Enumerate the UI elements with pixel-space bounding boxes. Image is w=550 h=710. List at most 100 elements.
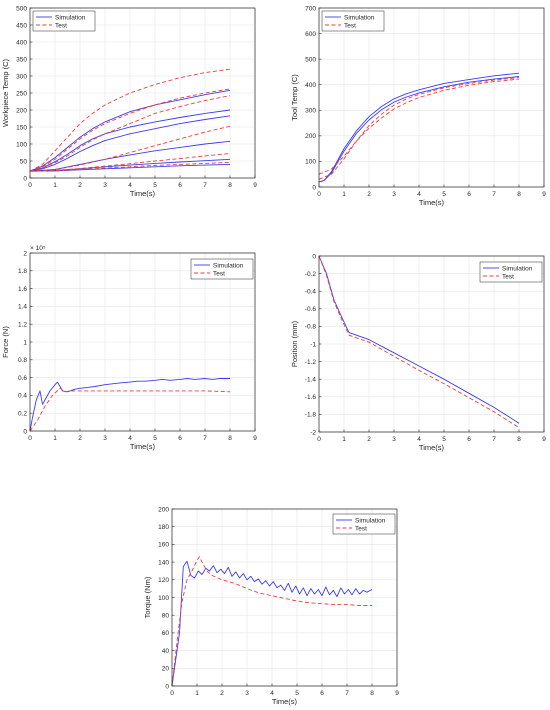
series-line-test-11 [29,153,231,172]
y-tick-label: 0.8 [18,357,27,364]
series-line-simulation-1 [171,560,373,687]
legend-box [479,261,543,283]
x-tick-label: 0 [317,191,321,198]
y-tick-label: 200 [305,133,316,140]
x-tick-label: 3 [392,191,396,198]
x-tick-label: 8 [517,436,521,443]
y-tick-label: 0.4 [18,393,27,400]
series-line-simulation-2 [29,109,231,172]
legend-box [321,10,385,32]
x-tick-label: 5 [153,182,157,189]
x-tick-label: 9 [542,191,546,198]
y-tick-label: 300 [16,73,27,80]
y-tick-label: 350 [16,56,27,63]
legend-label-simulation: Simulation [55,14,86,21]
y-tick-label: -1.8 [305,412,317,419]
x-tick-label: 5 [442,191,446,198]
y-tick-label: 100 [158,595,169,602]
x-tick-label: 4 [417,436,421,443]
y-tick-label: 0.6 [18,375,27,382]
x-tick-label: 0 [317,436,321,443]
y-tick-label: 0 [312,253,316,260]
y-tick-label: 20 [162,666,170,673]
chart-panel-4: 0 1 2 3 4 5 6 7 8 9 -2 -1.8 -1.6 -1.4 -1.2 -1 -0.8 -0.6 -0… [290,253,546,452]
y-tick-label: 100 [305,159,316,166]
series-line-test-7 [29,68,231,172]
y-axis-label: Torque (Nm) [143,576,152,618]
x-tick-label: 2 [367,191,371,198]
x-tick-label: 5 [153,435,157,442]
legend-label-simulation: Simulation [355,517,386,524]
x-tick-label: 4 [128,435,132,442]
y-tick-label: -2 [310,429,316,436]
y-tick-label: 200 [158,506,169,513]
y-tick-label: 1.6 [18,286,27,293]
y-tick-label: 250 [16,90,27,97]
y-tick-label: 700 [305,5,316,12]
y-tick-label: 300 [305,108,316,115]
x-tick-label: 5 [442,436,446,443]
legend-label-test: Test [502,273,514,280]
legend-label-test: Test [213,270,225,277]
x-tick-label: 2 [78,182,82,189]
x-tick-label: 0 [170,690,174,697]
legend-label-simulation: Simulation [213,262,244,269]
x-tick-label: 7 [345,690,349,697]
series-line-test-3 [318,78,520,175]
x-tick-label: 1 [342,436,346,443]
y-tick-label: 120 [158,577,169,584]
y-tick-label: 600 [305,31,316,38]
x-tick-label: 6 [178,182,182,189]
y-tick-label: 400 [305,82,316,89]
x-tick-label: 3 [245,690,249,697]
x-axis-label: Time(s) [272,697,298,706]
chart-panel-2: 0 1 2 3 4 5 6 7 8 9 0 100 200 300 400 500 600 700 Time(s) T… [290,5,546,207]
y-tick-label: -1.2 [305,359,317,366]
y-tick-label: -0.6 [305,306,317,313]
series-line-simulation-1 [318,255,520,424]
y-tick-label: 500 [16,5,27,12]
plot-area [319,8,544,187]
x-tick-label: 9 [253,182,257,189]
x-tick-label: 7 [203,182,207,189]
x-tick-label: 1 [53,182,57,189]
y-tick-label: 0 [23,175,27,182]
x-tick-label: 2 [220,690,224,697]
y-tick-label: -0.2 [305,271,317,278]
x-axis-label: Time(s) [419,198,445,207]
y-tick-label: 450 [16,22,27,29]
y-tick-label: 180 [158,524,169,531]
series-line-simulation-1 [29,89,231,172]
y-tick-label: 1.2 [18,322,27,329]
x-axis-label: Time(s) [130,442,156,451]
y-tick-label: 1.4 [18,304,27,311]
x-tick-label: 3 [103,435,107,442]
x-axis-label: Time(s) [419,443,445,452]
x-tick-label: 6 [178,435,182,442]
y-tick-label: 2 [23,250,27,257]
y-tick-label: 0 [23,428,27,435]
x-tick-label: 0 [28,182,32,189]
x-tick-label: 4 [128,182,132,189]
y-tick-label: 0 [312,184,316,191]
y-tick-label: 80 [162,613,170,620]
series-line-simulation-3 [29,115,231,172]
x-tick-label: 8 [517,191,521,198]
series-line-simulation-2 [318,76,520,183]
x-tick-label: 8 [228,182,232,189]
x-tick-label: 8 [370,690,374,697]
y-axis-label: Force (N) [1,326,10,358]
y-tick-label: 400 [16,39,27,46]
legend-label-test: Test [55,22,67,29]
series-line-test-4 [318,77,520,180]
x-tick-label: 6 [320,690,324,697]
legend-label-test: Test [355,525,367,532]
y-tick-label: 60 [162,630,170,637]
y-tick-label: 200 [16,107,27,114]
legend-box [332,513,396,535]
legend-box [32,10,96,32]
series-line-simulation-1 [29,378,230,432]
